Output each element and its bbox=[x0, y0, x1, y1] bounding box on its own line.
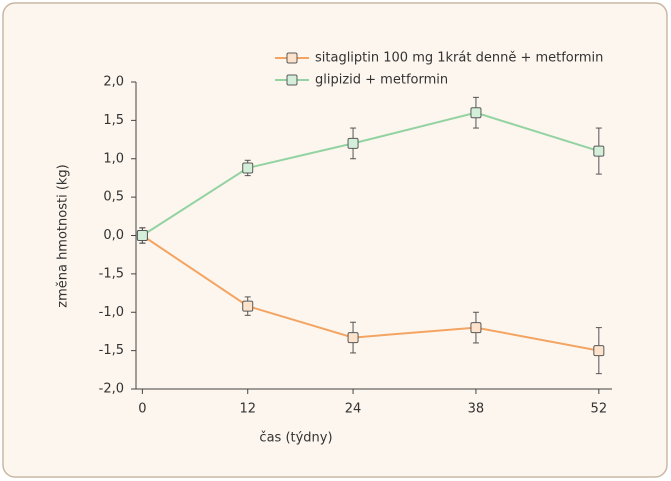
marker bbox=[242, 162, 254, 174]
marker bbox=[136, 230, 148, 241]
marker bbox=[593, 345, 605, 357]
legend-marker bbox=[286, 52, 298, 64]
y-tick-label: 2,0 bbox=[103, 75, 124, 90]
legend-label: sitagliptin 100 mg 1krát denně + metform… bbox=[315, 51, 603, 66]
x-tick-label: 24 bbox=[345, 402, 362, 417]
x-axis-label: čas (týdny) bbox=[259, 431, 332, 446]
y-tick-label: 0,5 bbox=[103, 190, 124, 205]
y-tick-label: 0,0 bbox=[103, 228, 124, 243]
legend-marker bbox=[286, 74, 298, 86]
y-tick-label: 1,0 bbox=[103, 151, 124, 166]
y-tick-label: -1,5 bbox=[99, 343, 124, 358]
legend-label: glipizid + metformin bbox=[315, 73, 448, 88]
marker bbox=[470, 107, 482, 119]
marker bbox=[347, 332, 359, 344]
y-tick-label: -2,0 bbox=[99, 382, 124, 397]
marker bbox=[593, 145, 605, 157]
y-tick-label: -1,0 bbox=[99, 305, 124, 320]
x-tick-label: 38 bbox=[468, 402, 485, 417]
x-tick-label: 12 bbox=[239, 402, 256, 417]
x-tick-label: 52 bbox=[591, 402, 608, 417]
marker bbox=[470, 322, 482, 334]
y-axis-label: změna hmotnosti (kg) bbox=[56, 164, 71, 308]
marker bbox=[242, 300, 254, 312]
y-tick-label: 1,5 bbox=[103, 113, 124, 128]
marker bbox=[347, 137, 359, 149]
x-tick-label: 0 bbox=[138, 402, 146, 417]
y-tick-label: -1,5 bbox=[99, 266, 124, 281]
